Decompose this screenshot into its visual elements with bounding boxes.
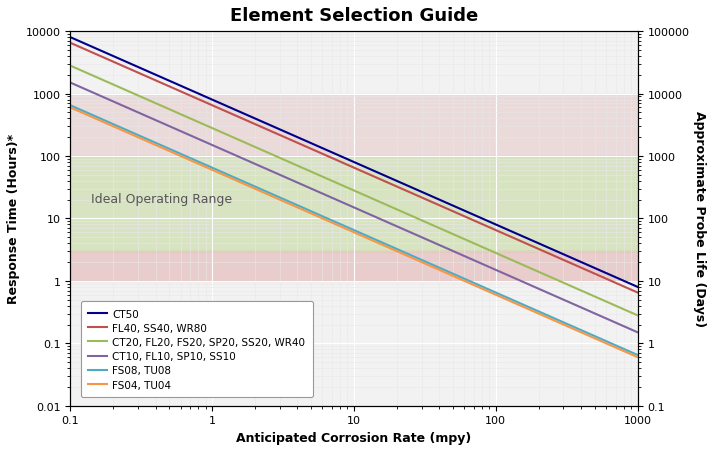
CT10, FL10, SP10, SS10 [124, 106, 133, 111]
Line: FS04, TU04: FS04, TU04 [70, 108, 637, 357]
Title: Element Selection Guide: Element Selection Guide [230, 7, 478, 25]
FS08, TU08 [518, 302, 527, 308]
CT10, FL10, SP10, SS10 [66, 81, 74, 86]
FL40, SS40, WR80 [508, 235, 517, 241]
FL40, SS40, WR80 [295, 142, 304, 147]
CT20, FL20, FS20, SP20, SS20, WR40 [456, 235, 464, 240]
FL40, SS40, WR80 [124, 66, 133, 72]
CT50 [316, 145, 324, 151]
FS08, TU08 [456, 274, 464, 280]
CT50 [295, 136, 304, 142]
X-axis label: Anticipated Corrosion Rate (mpy): Anticipated Corrosion Rate (mpy) [236, 431, 471, 444]
FL40, SS40, WR80 [633, 290, 642, 295]
FS04, TU04 [456, 276, 464, 282]
FS08, TU08 [508, 298, 517, 303]
Bar [70, 156, 637, 252]
CT10, FL10, SP10, SS10 [456, 252, 464, 257]
CT10, FL10, SP10, SS10 [518, 280, 527, 285]
Y-axis label: Response Time (Hours)*: Response Time (Hours)* [7, 134, 20, 304]
CT50 [633, 285, 642, 290]
FL40, SS40, WR80 [316, 151, 324, 156]
CT50 [518, 234, 527, 239]
FS04, TU04 [508, 300, 517, 305]
FS08, TU08 [295, 204, 304, 209]
Line: FL40, SS40, WR80: FL40, SS40, WR80 [70, 44, 637, 293]
FL40, SS40, WR80 [66, 41, 74, 46]
CT50 [508, 230, 517, 235]
CT50 [66, 35, 74, 41]
CT10, FL10, SP10, SS10 [295, 181, 304, 187]
CT10, FL10, SP10, SS10 [508, 275, 517, 281]
CT10, FL10, SP10, SS10 [316, 190, 324, 196]
FS04, TU04 [124, 131, 133, 136]
FS04, TU04 [295, 206, 304, 212]
CT20, FL20, FS20, SP20, SS20, WR40 [66, 64, 74, 69]
FS04, TU04 [316, 215, 324, 221]
FS08, TU08 [633, 353, 642, 358]
Text: Ideal Operating Range: Ideal Operating Range [91, 193, 232, 206]
FS08, TU08 [66, 103, 74, 109]
FS04, TU04 [633, 354, 642, 360]
CT50 [456, 207, 464, 212]
FL40, SS40, WR80 [456, 212, 464, 217]
Y-axis label: Approximate Probe Life (Days): Approximate Probe Life (Days) [693, 111, 706, 327]
CT10, FL10, SP10, SS10 [633, 330, 642, 335]
Line: CT20, FL20, FS20, SP20, SS20, WR40: CT20, FL20, FS20, SP20, SS20, WR40 [70, 66, 637, 316]
CT20, FL20, FS20, SP20, SS20, WR40 [518, 262, 527, 268]
FL40, SS40, WR80 [518, 240, 527, 245]
FS04, TU04 [66, 106, 74, 111]
FS04, TU04 [518, 304, 527, 310]
CT20, FL20, FS20, SP20, SS20, WR40 [633, 313, 642, 318]
Line: FS08, TU08: FS08, TU08 [70, 106, 637, 355]
CT20, FL20, FS20, SP20, SS20, WR40 [124, 89, 133, 95]
Legend: CT50, FL40, SS40, WR80, CT20, FL20, FS20, SP20, SS20, WR40, CT10, FL10, SP10, SS: CT50, FL40, SS40, WR80, CT20, FL20, FS20… [81, 302, 312, 397]
Bar [70, 252, 637, 281]
CT20, FL20, FS20, SP20, SS20, WR40 [295, 165, 304, 170]
FS08, TU08 [124, 129, 133, 134]
CT50 [124, 61, 133, 66]
Line: CT10, FL10, SP10, SS10: CT10, FL10, SP10, SS10 [70, 83, 637, 332]
Bar [70, 94, 637, 156]
Line: CT50: CT50 [70, 38, 637, 287]
CT20, FL20, FS20, SP20, SS20, WR40 [316, 174, 324, 179]
FS08, TU08 [316, 213, 324, 218]
CT20, FL20, FS20, SP20, SS20, WR40 [508, 258, 517, 263]
